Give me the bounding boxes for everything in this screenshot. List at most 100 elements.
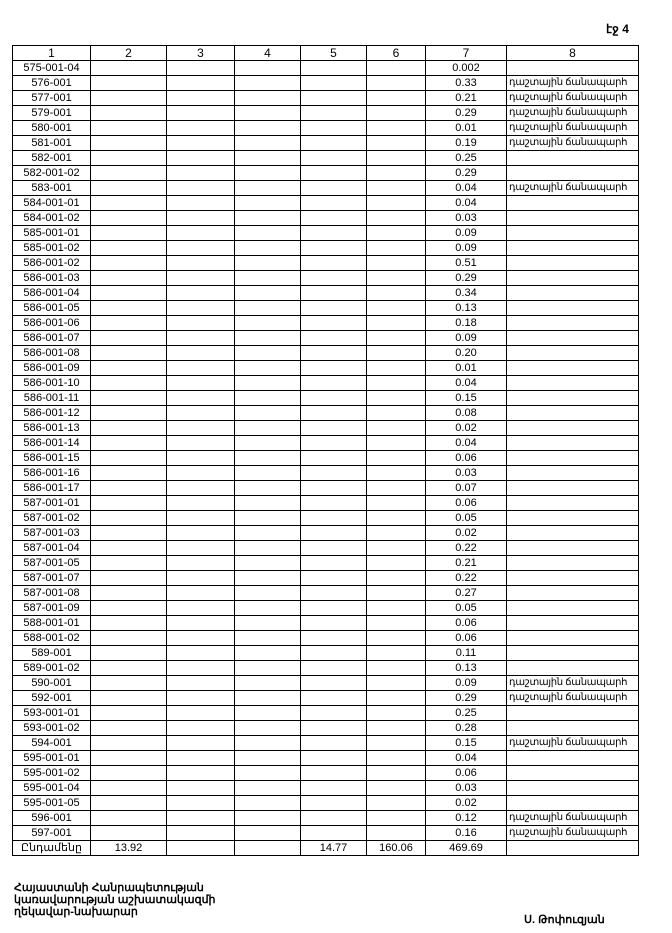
col6: [366, 240, 426, 256]
col6: [366, 360, 426, 376]
parcel-code: 586-001-07: [12, 330, 91, 346]
land-use-note: [506, 315, 639, 331]
land-use-note: [506, 750, 639, 766]
area-value: 0.06: [425, 630, 507, 646]
land-use-note: [506, 420, 639, 436]
area-value: 0.12: [425, 810, 507, 826]
col2: [90, 555, 167, 571]
table-row: 581-001 0.19 դաշտային ճանապարհ: [12, 135, 639, 151]
col2: [90, 135, 167, 151]
col5: [300, 585, 367, 601]
signatory-title-line: կառավարության աշխատակազմի: [14, 894, 216, 906]
col2: [90, 705, 167, 721]
col3: [166, 660, 235, 676]
col2: [90, 510, 167, 526]
col6: [366, 450, 426, 466]
col4: [234, 585, 301, 601]
column-header: 4: [234, 45, 301, 61]
land-use-note: [506, 360, 639, 376]
land-use-note: [506, 60, 639, 76]
col3: [166, 225, 235, 241]
col4: [234, 660, 301, 676]
col6: [366, 495, 426, 511]
col5: [300, 735, 367, 751]
col5: [300, 525, 367, 541]
col5: [300, 510, 367, 526]
col4: [234, 330, 301, 346]
table-row: 587-001-04 0.22: [12, 540, 639, 556]
col2: [90, 645, 167, 661]
area-value: 0.29: [425, 270, 507, 286]
land-use-note: [506, 495, 639, 511]
col2: [90, 615, 167, 631]
parcel-code: 586-001-06: [12, 315, 91, 331]
area-value: 0.28: [425, 720, 507, 736]
col2: [90, 375, 167, 391]
col6: [366, 480, 426, 496]
column-header: 1: [12, 45, 91, 61]
area-value: 0.01: [425, 360, 507, 376]
land-use-note: [506, 780, 639, 796]
parcel-code: 576-001: [12, 75, 91, 91]
col6: [366, 720, 426, 736]
parcel-code: 587-001-01: [12, 495, 91, 511]
table-row: 576-001 0.33 դաշտային ճանապարհ: [12, 75, 639, 91]
col2: [90, 90, 167, 106]
col4: [234, 315, 301, 331]
col3: [166, 510, 235, 526]
parcel-code: 586-001-13: [12, 420, 91, 436]
parcel-code: 595-001-01: [12, 750, 91, 766]
land-use-note: [506, 435, 639, 451]
col2: [90, 780, 167, 796]
area-value: 0.05: [425, 600, 507, 616]
col4: [234, 510, 301, 526]
area-value: 0.25: [425, 150, 507, 166]
table-row: 579-001 0.29 դաշտային ճանապարհ: [12, 105, 639, 121]
parcel-code: 582-001: [12, 150, 91, 166]
total-col2: 13.92: [90, 840, 167, 856]
col4: [234, 750, 301, 766]
col2: [90, 540, 167, 556]
area-value: 0.06: [425, 765, 507, 781]
col2: [90, 360, 167, 376]
col5: [300, 420, 367, 436]
table-row: 589-001-02 0.13: [12, 660, 639, 676]
table-row: 586-001-02 0.51: [12, 255, 639, 271]
land-use-note: [506, 615, 639, 631]
area-value: 0.16: [425, 825, 507, 841]
col4: [234, 810, 301, 826]
col3: [166, 540, 235, 556]
land-parcel-table: 1 2 3 4 5 6 7 8 575-001-04 0.002 576-001 0.…: [12, 45, 639, 856]
col2: [90, 390, 167, 406]
area-value: 0.25: [425, 705, 507, 721]
col4: [234, 525, 301, 541]
parcel-code: 583-001: [12, 180, 91, 196]
col6: [366, 285, 426, 301]
col2: [90, 690, 167, 706]
col4: [234, 450, 301, 466]
table-row: 584-001-02 0.03: [12, 210, 639, 226]
col3: [166, 390, 235, 406]
col6: [366, 585, 426, 601]
col5: [300, 225, 367, 241]
land-use-note: դաշտային ճանապարհ: [506, 135, 639, 151]
col4: [234, 630, 301, 646]
area-value: 0.09: [425, 225, 507, 241]
table-row: 593-001-02 0.28: [12, 720, 639, 736]
col6: [366, 615, 426, 631]
col4: [234, 180, 301, 196]
parcel-code: 587-001-07: [12, 570, 91, 586]
col3: [166, 435, 235, 451]
col4: [234, 105, 301, 121]
col5: [300, 60, 367, 76]
col3: [166, 375, 235, 391]
area-value: 0.34: [425, 285, 507, 301]
col5: [300, 255, 367, 271]
col4: [234, 90, 301, 106]
area-value: 0.15: [425, 390, 507, 406]
col3: [166, 525, 235, 541]
table-row: 587-001-08 0.27: [12, 585, 639, 601]
col5: [300, 90, 367, 106]
col5: [300, 630, 367, 646]
table-row: 585-001-01 0.09: [12, 225, 639, 241]
